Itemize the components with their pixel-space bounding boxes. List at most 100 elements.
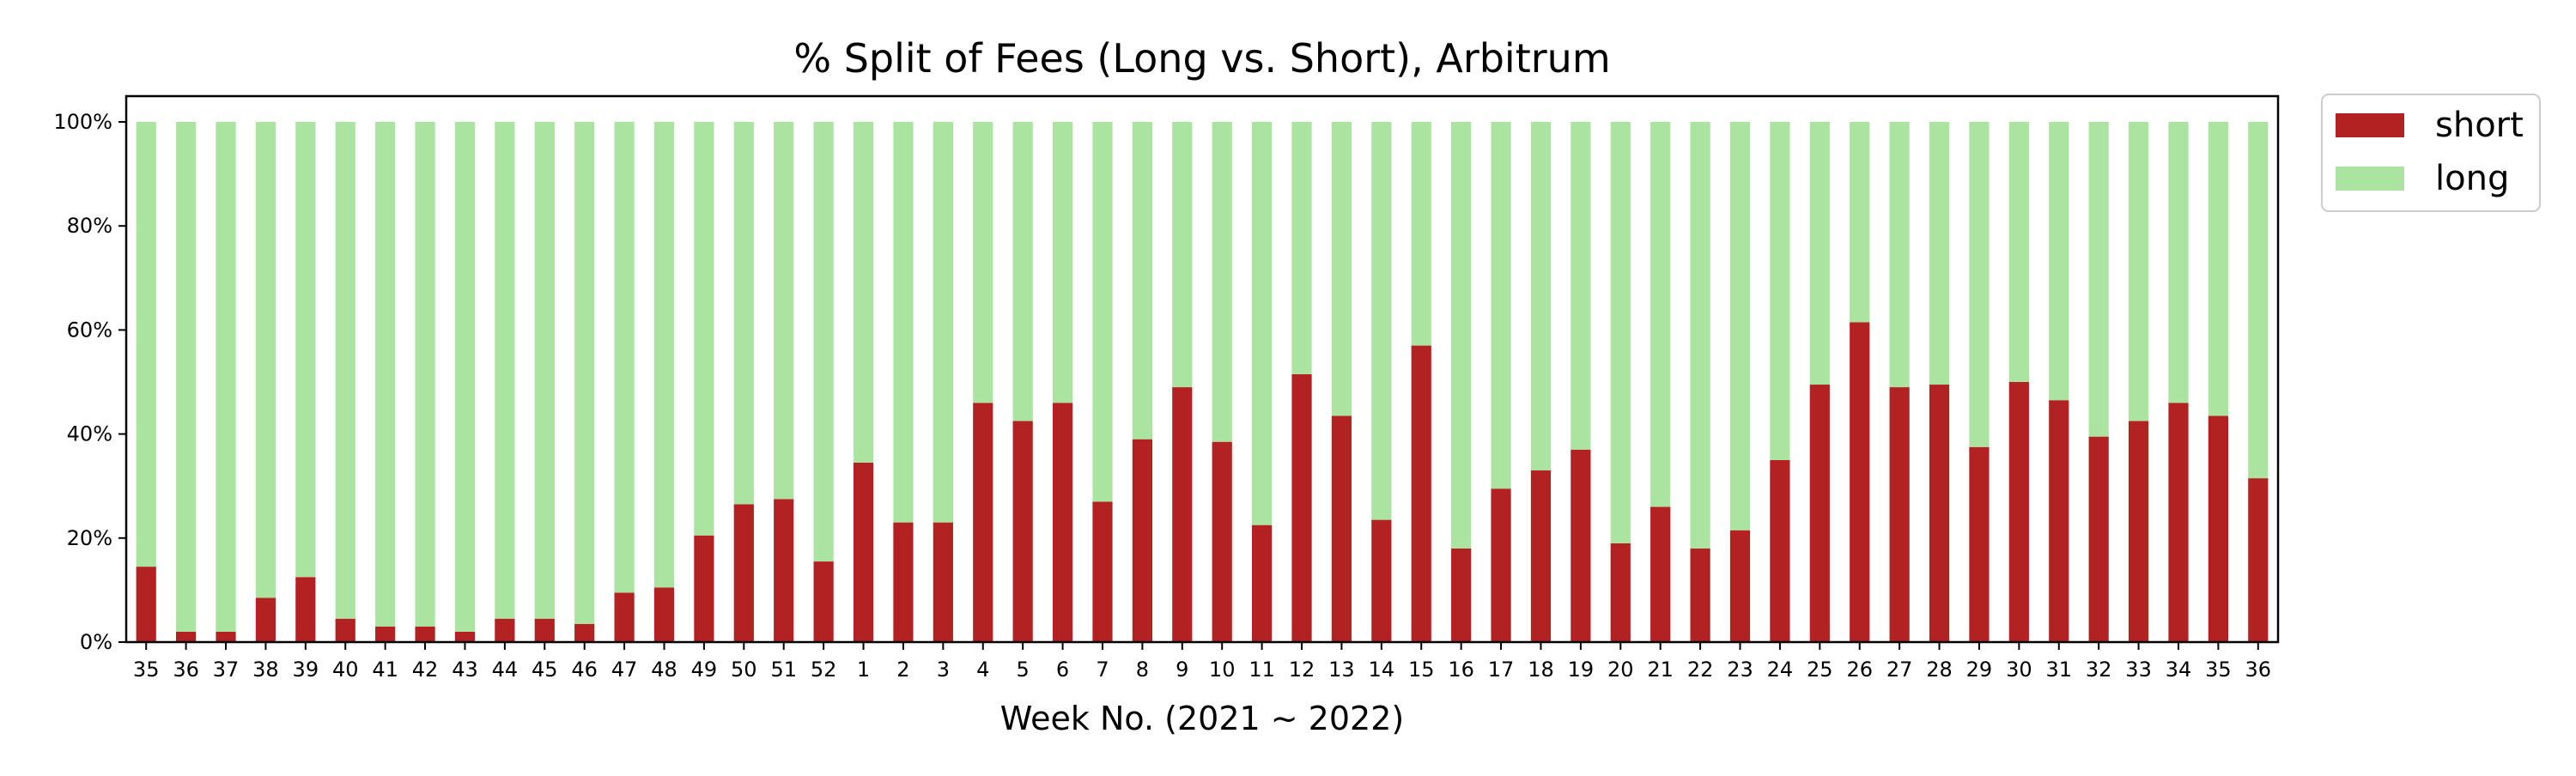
x-tick-label: 32	[2086, 658, 2112, 682]
x-tick-label: 5	[1017, 658, 1030, 682]
x-tick-label: 50	[731, 658, 757, 682]
bar-long-40	[1729, 122, 1751, 530]
bar-long-42	[1809, 122, 1830, 385]
bar-long-4	[295, 122, 316, 578]
bar-short-16	[774, 499, 794, 642]
bar-short-17	[813, 561, 834, 642]
bar-long-5	[335, 122, 355, 619]
x-tick-label: 36	[173, 658, 199, 682]
x-tick-label: 30	[2006, 658, 2032, 682]
bar-long-18	[853, 122, 874, 463]
bar-long-49	[2088, 122, 2109, 437]
y-tick-label: 60%	[67, 318, 112, 342]
x-tick-label: 2	[896, 658, 909, 682]
legend-label-short: short	[2435, 106, 2524, 145]
x-tick-label: 46	[571, 658, 598, 682]
bar-short-3	[255, 597, 276, 642]
x-tick-label: 35	[133, 658, 160, 682]
bar-long-11	[574, 122, 595, 624]
bar-long-29	[1291, 122, 1312, 374]
x-tick-label: 21	[1647, 658, 1674, 682]
bar-long-13	[653, 122, 675, 588]
bar-short-18	[853, 462, 874, 642]
x-tick-label: 19	[1568, 658, 1595, 682]
x-tick-label: 41	[372, 658, 398, 682]
bar-long-3	[255, 122, 276, 598]
x-tick-label: 37	[213, 658, 240, 682]
x-tick-label: 8	[1136, 658, 1149, 682]
bar-long-25	[1132, 122, 1152, 440]
x-tick-label: 40	[332, 658, 359, 682]
bar-short-53	[2248, 478, 2269, 642]
bar-long-38	[1650, 122, 1671, 507]
bar-short-23	[1052, 403, 1073, 642]
bar-long-28	[1252, 122, 1273, 525]
x-tick-label: 44	[492, 658, 519, 682]
bar-short-34	[1491, 488, 1511, 642]
bar-long-36	[1571, 122, 1591, 450]
y-axis: 0% 20% 40% 60% 80% 100%	[53, 110, 126, 654]
bar-short-20	[933, 522, 953, 642]
x-tick-label: 17	[1488, 658, 1515, 682]
bar-long-9	[495, 122, 515, 619]
x-tick-label: 16	[1448, 658, 1474, 682]
bar-long-46	[1969, 122, 1990, 447]
bar-long-20	[933, 122, 953, 523]
bar-long-32	[1411, 122, 1431, 346]
bar-short-39	[1690, 548, 1710, 642]
x-tick-label: 45	[532, 658, 558, 682]
bar-long-0	[136, 122, 156, 567]
bar-short-4	[295, 577, 316, 642]
x-tick-label: 26	[1846, 658, 1873, 682]
bar-short-8	[454, 631, 476, 642]
bar-short-46	[1969, 446, 1990, 642]
bar-short-12	[614, 592, 635, 642]
bar-long-35	[1530, 122, 1552, 471]
x-tick-label: 42	[412, 658, 439, 682]
bar-short-50	[2128, 421, 2149, 642]
bar-long-19	[893, 122, 914, 523]
x-tick-label: 13	[1328, 658, 1355, 682]
bar-short-13	[653, 587, 675, 642]
x-tick-label: 12	[1289, 658, 1315, 682]
bar-short-29	[1291, 373, 1312, 642]
bar-short-11	[574, 623, 595, 642]
x-tick-label: 34	[2166, 658, 2192, 682]
x-tick-label: 47	[611, 658, 638, 682]
x-tick-label: 11	[1249, 658, 1275, 682]
x-tick-label: 1	[857, 658, 870, 682]
bar-short-14	[694, 535, 714, 642]
x-tick-label: 36	[2245, 658, 2272, 682]
bar-long-27	[1212, 122, 1232, 442]
bar-short-33	[1451, 548, 1472, 642]
bar-long-37	[1610, 122, 1631, 543]
bar-long-45	[1929, 122, 1950, 385]
x-axis-label: Week No. (2021 ~ 2022)	[1000, 700, 1404, 737]
y-tick-label: 0%	[80, 630, 112, 654]
bar-short-37	[1610, 543, 1631, 642]
bar-long-26	[1172, 122, 1193, 388]
bar-short-24	[1092, 501, 1113, 642]
x-tick-label: 6	[1056, 658, 1069, 682]
bar-long-47	[2008, 122, 2029, 382]
bar-long-7	[415, 122, 435, 627]
bar-long-14	[694, 122, 714, 536]
legend: short long	[2321, 94, 2541, 212]
x-axis: 35 36 37 38 39 40 41 42 43 44 45 46 47 48 49 50 51 52 1 2 3 4…	[133, 642, 2271, 682]
x-tick-label: 38	[252, 658, 279, 682]
chart-title: % Split of Fees (Long vs. Short), Arbitr…	[793, 35, 1610, 82]
bar-short-7	[415, 626, 435, 642]
x-tick-label: 29	[1966, 658, 1993, 682]
bar-long-33	[1451, 122, 1472, 549]
legend-swatch-long	[2336, 167, 2404, 191]
bar-long-31	[1371, 122, 1392, 520]
bar-short-38	[1650, 506, 1671, 642]
x-tick-label: 22	[1687, 658, 1714, 682]
bar-short-15	[733, 504, 754, 642]
bar-short-35	[1530, 470, 1552, 642]
plot-area-frame	[125, 94, 2280, 644]
bar-long-6	[375, 122, 396, 627]
bar-short-49	[2088, 436, 2109, 642]
